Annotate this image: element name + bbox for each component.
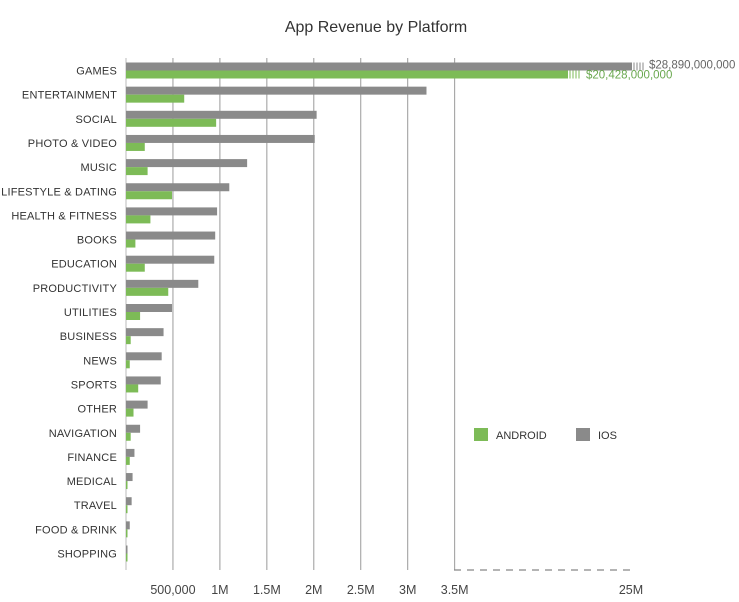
bar-ios (126, 231, 216, 240)
bar-ios (126, 328, 164, 337)
bar-android (126, 384, 139, 393)
x-tick-label: 25M (619, 583, 643, 597)
bar-android (126, 263, 145, 272)
category-label: FINANCE (67, 452, 117, 464)
bar-android (126, 336, 131, 345)
legend-label: ANDROID (496, 430, 547, 442)
category-label: MUSIC (81, 162, 117, 174)
bar-android (126, 167, 148, 176)
value-annotation: $28,890,000,000 (649, 60, 735, 72)
bar-android (126, 215, 151, 224)
bar-android (126, 529, 128, 538)
bar-ios (126, 62, 632, 71)
category-label: GAMES (76, 66, 117, 78)
x-tick-label: 2.5M (347, 583, 375, 597)
bar-ios (126, 134, 315, 143)
bar-ios (126, 376, 161, 385)
bar-ios (126, 521, 130, 530)
bar-ios (126, 207, 218, 216)
category-label: LIFESTYLE & DATING (1, 186, 117, 198)
bar-ios (126, 304, 173, 312)
bar-ios (126, 255, 215, 264)
category-label: PHOTO & VIDEO (28, 138, 117, 150)
category-label: EDUCATION (51, 259, 117, 271)
bar-ios (126, 400, 148, 409)
bar-ios (126, 159, 248, 168)
bar-android (126, 312, 141, 320)
bar-android (126, 505, 128, 514)
bar-android (126, 360, 130, 369)
bar-android (126, 118, 217, 127)
bar-ios (126, 279, 199, 288)
bars (126, 62, 644, 562)
bar-ios (126, 545, 128, 554)
category-label: OTHER (78, 404, 118, 416)
legend-label: IOS (598, 430, 617, 442)
category-label: SOCIAL (75, 114, 117, 126)
category-label: PRODUCTIVITY (33, 283, 118, 295)
legend-swatch (474, 428, 488, 441)
bar-android (126, 456, 130, 465)
category-label: FOOD & DRINK (35, 524, 117, 536)
category-label: BOOKS (77, 235, 117, 247)
chart-title: App Revenue by Platform (285, 19, 467, 36)
bar-android (126, 481, 128, 490)
category-label: BUSINESS (60, 331, 117, 343)
x-tick-label: 2M (305, 583, 322, 597)
annotations: $28,890,000,000$20,428,000,000 (586, 60, 735, 82)
bar-ios (126, 352, 162, 361)
x-tick-label: 1M (211, 583, 228, 597)
bar-ios (126, 110, 317, 119)
category-label: NAVIGATION (49, 428, 117, 440)
bar-android (126, 408, 134, 417)
category-label: TRAVEL (74, 500, 117, 512)
x-tick-label: 3.5M (441, 583, 469, 597)
category-label: NEWS (83, 355, 117, 367)
bar-ios (126, 424, 141, 433)
bar-android (126, 432, 131, 441)
bar-android (126, 239, 136, 248)
bar-ios (126, 86, 427, 95)
x-tick-label: 500,000 (150, 583, 195, 597)
legend: ANDROID IOS (474, 428, 617, 442)
x-tick-label: 1.5M (253, 583, 281, 597)
category-label: MEDICAL (67, 476, 117, 488)
bar-ios (126, 183, 230, 192)
bar-android (126, 553, 128, 562)
legend-swatch (576, 428, 590, 441)
bar-ios (126, 497, 132, 506)
bar-android (126, 70, 568, 79)
bar-android (126, 287, 169, 296)
bar-ios (126, 473, 133, 482)
category-label: HEALTH & FITNESS (11, 210, 117, 222)
category-label: ENTERTAINMENT (22, 90, 117, 102)
x-tick-label: 3M (399, 583, 416, 597)
grid-lines (125, 58, 631, 571)
bar-android (126, 142, 145, 151)
bar-android (126, 94, 185, 103)
x-axis-tick-labels: 500,000 1M 1.5M 2M 2.5M 3M 3.5M 25M (150, 583, 643, 597)
bar-android (126, 191, 173, 200)
value-annotation: $20,428,000,000 (586, 70, 672, 82)
category-label: SHOPPING (57, 549, 117, 561)
category-labels: GAMES ENTERTAINMENT SOCIAL PHOTO & VIDEO MUS… (1, 66, 117, 561)
category-label: SPORTS (71, 379, 117, 391)
bar-ios (126, 448, 135, 457)
category-label: UTILITIES (64, 307, 117, 319)
